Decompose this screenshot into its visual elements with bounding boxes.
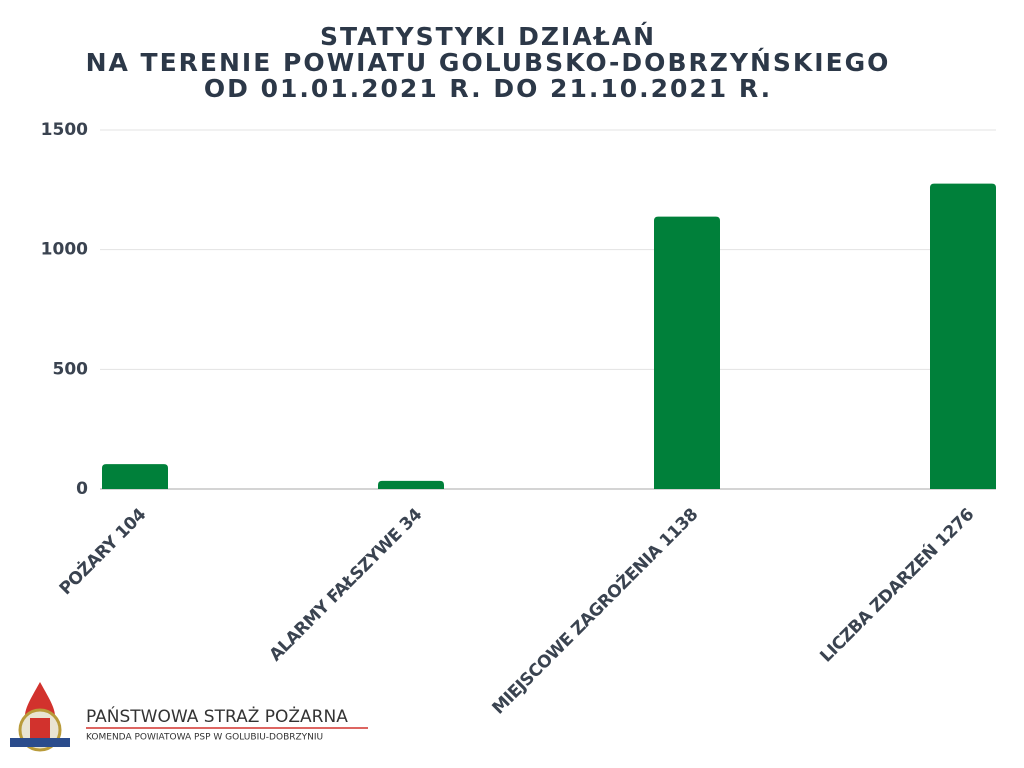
chart-title: OD 01.01.2021 R. DO 21.10.2021 R. [204,74,772,103]
logo: PAŃSTWOWA STRAŻ POŻARNA KOMENDA POWIATOW… [10,682,368,752]
bar [102,464,168,489]
logo-ribbon [10,738,70,747]
x-tick-label: MIEJSCOWE ZAGROŻENIA 1138 [487,504,702,719]
logo-subtitle: KOMENDA POWIATOWA PSP W GOLUBIU-DOBRZYNI… [86,733,323,743]
bar [930,183,996,490]
logo-name: PAŃSTWOWA STRAŻ POŻARNA [86,705,348,727]
chart-title: NA TERENIE POWIATU GOLUBSKO-DOBRZYŃSKIEG… [86,48,891,77]
chart-title: STATYSTYKI DZIAŁAŃ [320,22,656,51]
x-tick-label: ALARMY FAŁSZYWE 34 [266,504,427,665]
x-tick-label: LICZBA ZDARZEŃ 1276 [815,504,978,667]
y-tick-label: 500 [53,359,89,379]
y-tick-label: 1000 [41,240,88,260]
bar [654,216,720,489]
bar [378,480,444,489]
x-tick-label: POŻARY 104 [54,503,150,599]
logo-shield [30,718,50,740]
y-tick-label: 0 [76,479,88,499]
y-tick-label: 1500 [41,120,88,140]
